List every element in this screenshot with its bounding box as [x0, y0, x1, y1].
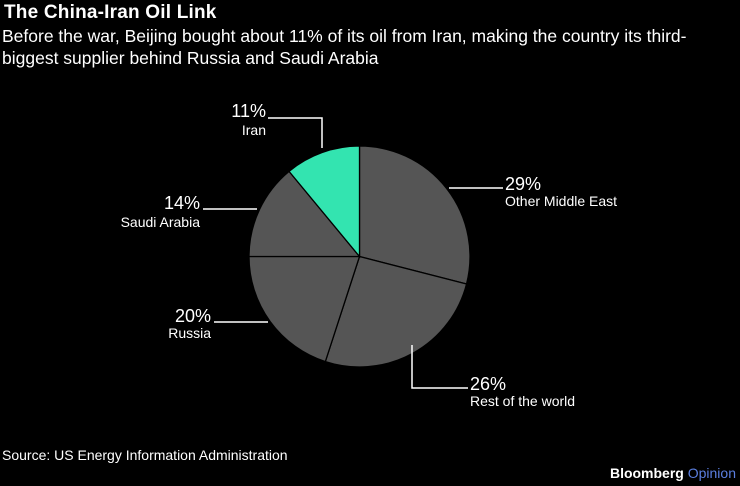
- leader-line: [268, 117, 323, 148]
- slice-value-label: 11%: [231, 101, 266, 121]
- pie-slice-iran: [288, 145, 361, 259]
- pie-slice-saudi-arabia: [248, 170, 361, 258]
- slice-category-label: Other Middle East: [505, 193, 617, 209]
- slice-value-label: 26%: [470, 374, 506, 394]
- slice-category-label: Iran: [242, 122, 266, 138]
- slice-category-label: Saudi Arabia: [121, 214, 201, 230]
- slice-value-label: 14%: [164, 193, 200, 213]
- source-note: Source: US Energy Information Administra…: [2, 447, 288, 463]
- brand-name: Bloomberg: [609, 465, 684, 481]
- leader-line: [411, 345, 468, 389]
- chart-title: The China-Iran Oil Link: [4, 2, 217, 23]
- pie-slice-russia: [248, 255, 361, 363]
- pie-slice-other-middle-east: [358, 145, 471, 285]
- slice-value-label: 20%: [175, 306, 211, 326]
- brand-logo: Bloomberg Opinion: [610, 465, 736, 481]
- slice-category-label: Rest of the world: [470, 393, 575, 409]
- slice-value-label: 29%: [505, 174, 541, 194]
- brand-accent: Opinion: [687, 465, 736, 481]
- chart-subtitle: Before the war, Beijing bought about 11%…: [2, 26, 687, 68]
- slice-category-label: Russia: [168, 325, 211, 341]
